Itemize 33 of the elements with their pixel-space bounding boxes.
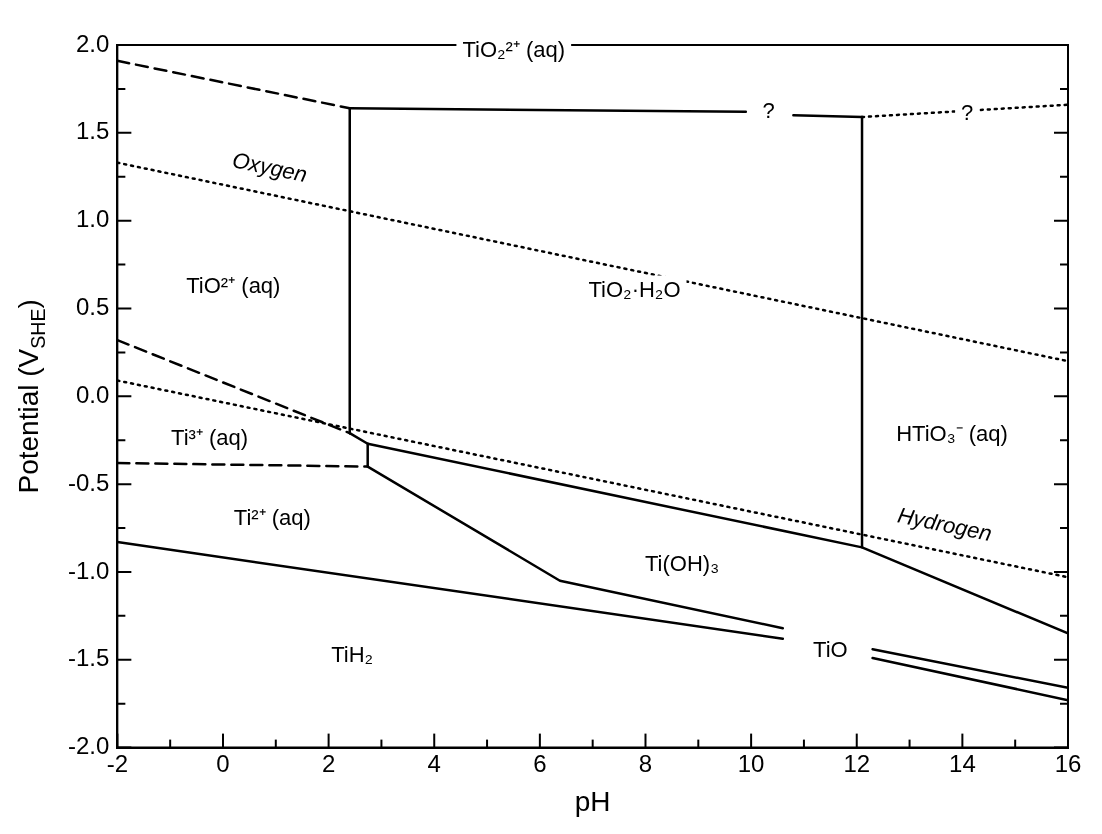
x-tick-label: 8	[638, 749, 653, 777]
annotation: HTiO₃⁻ (aq)	[896, 421, 1008, 447]
annotation: Ti(OH)₃	[644, 550, 720, 576]
y-axis-title: Potential (VSHE)	[12, 299, 50, 494]
annotation: TiH₂	[331, 642, 374, 668]
y-tick-label: 1.0	[75, 205, 110, 233]
x-tick-label: 6	[533, 749, 547, 777]
x-tick-label: 4	[427, 749, 441, 777]
y-tick-label: -1.5	[68, 644, 110, 672]
text: Hydrogen	[895, 502, 994, 547]
x-tick-label: 10	[737, 749, 765, 777]
annotation: ?	[961, 99, 974, 125]
y-tick-label: 1.5	[75, 117, 110, 145]
annotation: Ti²⁺ (aq)	[233, 505, 311, 531]
y-tick-label: 0.5	[75, 293, 110, 321]
x-tick-label: 16	[1054, 749, 1082, 777]
annotation: TiO²⁺ (aq)	[186, 273, 281, 299]
y-tick-label: -2.0	[68, 732, 110, 760]
y-tick-label: -1.0	[68, 556, 110, 584]
x-axis-title: pH	[574, 785, 611, 817]
annotation: TiO₂²⁺ (aq)	[462, 36, 566, 62]
annotation: TiO₂·H₂O	[588, 276, 681, 302]
y-tick-label: 0.0	[75, 380, 110, 408]
x-tick-label: 12	[843, 749, 871, 777]
x-tick-label: 2	[321, 749, 336, 777]
y-tick-label: 2.0	[75, 29, 110, 57]
annotation: ?	[762, 97, 775, 123]
x-tick-label: 0	[216, 749, 230, 777]
x-tick-label: 14	[949, 749, 976, 777]
annotation: TiO	[813, 637, 848, 663]
annotation: Ti³⁺ (aq)	[171, 424, 249, 450]
y-tick-label: -0.5	[68, 468, 110, 496]
text: Oxygen	[230, 147, 310, 188]
